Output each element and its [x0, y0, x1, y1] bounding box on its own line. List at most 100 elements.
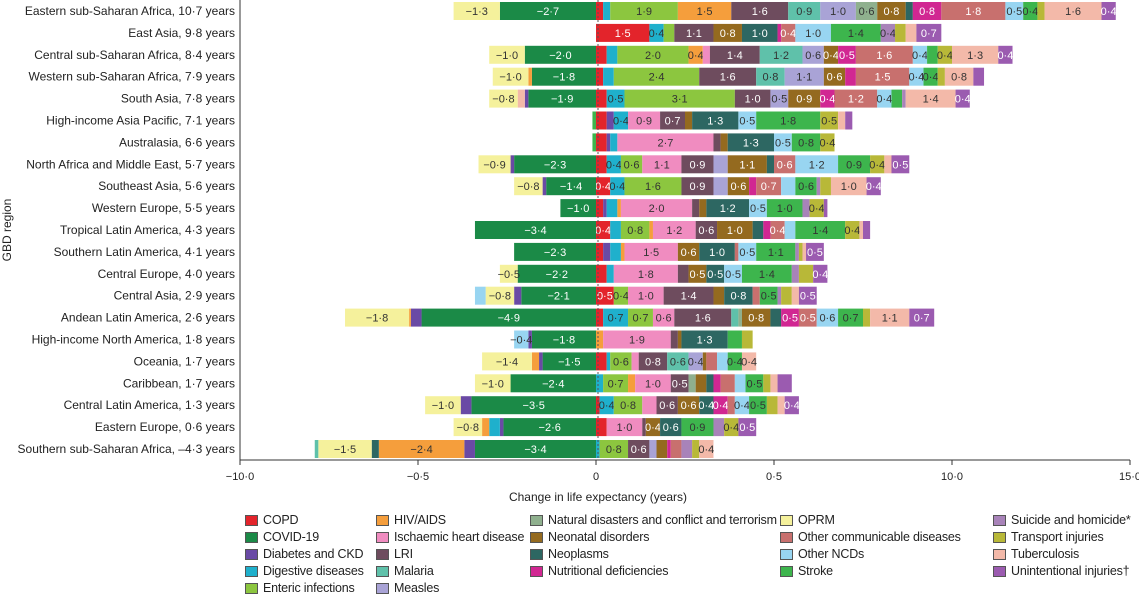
segment-diab	[460, 396, 472, 415]
segment-label: 0·5	[608, 94, 624, 106]
segment-copd	[596, 221, 611, 239]
segment-lri	[674, 23, 714, 42]
segment-label: −3·5	[523, 400, 545, 412]
segment-label: 0·7	[608, 378, 624, 390]
segment-diab	[542, 177, 547, 196]
region-label: East Asia, 9·8 years	[128, 26, 235, 40]
segment-ihd	[617, 133, 714, 152]
segment-label: −2·4	[410, 444, 432, 456]
segment-diab	[603, 242, 611, 261]
segment-lri	[709, 45, 760, 64]
bar-row: Oceania, 1·7 years 0·6 0·8 0·6 0·4 0·40·4−1·5…	[134, 352, 757, 371]
segment-tb	[741, 352, 757, 371]
segment-label: 0·6	[613, 356, 629, 368]
segment-label: 0·5	[839, 50, 855, 62]
segment-lri	[628, 440, 650, 458]
segment-lri	[642, 418, 646, 437]
segment-tra	[863, 308, 871, 327]
segment-label: 0·4	[812, 269, 828, 281]
segment-label: 1·2	[666, 225, 682, 237]
segment-nplm	[706, 374, 714, 393]
segment-label: 0·5	[746, 378, 762, 390]
bar-row: Western Europe, 5·5 years 2·0 1·2 0·5 1·0 0·4…	[92, 199, 828, 218]
segment-ihd	[635, 374, 671, 393]
segment-oprm	[345, 308, 410, 327]
segment-ihd	[642, 155, 682, 174]
segment-label: 0·4	[727, 356, 743, 368]
segment-label: 0·4	[912, 50, 928, 62]
legend-swatch	[245, 548, 258, 560]
segment-label: 0·8	[798, 137, 814, 149]
segment-lri	[677, 264, 689, 283]
segment-label: 1·0	[709, 247, 725, 259]
segment-tra	[820, 111, 839, 130]
segment-covid	[471, 396, 596, 415]
segment-label: 0·5	[690, 269, 706, 281]
legend-label: Diabetes and CKD	[263, 547, 364, 561]
segment-label: 0·9	[690, 159, 706, 171]
segment-mea	[688, 352, 703, 371]
segment-nplm	[766, 155, 774, 174]
segment-oprm	[492, 67, 529, 86]
segment-label: 1·6	[876, 50, 892, 62]
segment-oncd	[514, 330, 529, 349]
segment-label: −2·4	[542, 378, 564, 390]
segment-label: 0·4	[770, 225, 786, 237]
segment-label: 1·4	[681, 291, 697, 303]
segment-ent	[603, 374, 629, 393]
segment-tra	[937, 67, 945, 86]
legend-item-nat: Natural disasters and conflict and terro…	[530, 513, 777, 527]
segment-tb	[944, 67, 974, 86]
segment-str	[756, 242, 796, 261]
segment-label: 1·3	[697, 335, 713, 347]
segment-oprm	[453, 2, 500, 20]
segment-tb	[1044, 2, 1102, 20]
segment-ocd	[752, 286, 760, 305]
segment-diab	[499, 418, 504, 437]
segment-uni	[909, 308, 935, 327]
segment-label: 0·7	[761, 181, 777, 193]
segment-label: 1·4	[848, 28, 864, 40]
segment-ent	[610, 352, 632, 371]
segment-ihd	[652, 308, 675, 327]
segment-ocd	[781, 23, 796, 42]
segment-tb	[859, 221, 863, 239]
segment-diab	[539, 352, 543, 371]
segment-sui	[880, 23, 896, 42]
legend-label: Stroke	[798, 564, 833, 578]
segment-label: 0·6	[730, 181, 746, 193]
segment-uni	[813, 264, 828, 283]
legend-swatch	[993, 548, 1006, 560]
region-label: Western sub-Saharan Africa, 7·9 years	[28, 70, 235, 84]
segment-hiv	[649, 221, 653, 239]
segment-neon	[823, 45, 839, 64]
segment-label: 0·4	[613, 291, 629, 303]
segment-neon	[727, 155, 767, 174]
segment-ocd	[855, 45, 913, 64]
segment-label: −1·8	[366, 313, 388, 325]
segment-nut	[781, 308, 799, 327]
segment-label: 1·9	[629, 335, 645, 347]
segment-nut	[912, 2, 942, 20]
segment-neon	[823, 67, 846, 86]
segment-tra	[820, 133, 835, 152]
segment-label: 0·6	[624, 159, 640, 171]
segment-label: 0·4	[606, 159, 622, 171]
region-label: Southern Latin America, 4·1 years	[54, 245, 235, 259]
legend-swatch	[245, 565, 258, 577]
legend-item-oncd: Other NCDs	[780, 547, 864, 561]
segment-oncd	[749, 199, 767, 218]
segment-label: 0·5	[800, 291, 816, 303]
segment-label: 0·8	[730, 291, 746, 303]
bar-row: East Asia, 9·8 years 1·5 0·4 1·1 0·8 1·0 0·4 1·…	[128, 23, 942, 42]
segment-diab	[464, 440, 475, 458]
segment-label: 0·5	[1006, 6, 1022, 18]
segment-tra	[820, 177, 831, 196]
segment-tra	[766, 396, 778, 415]
segment-str	[592, 111, 596, 130]
segment-covid	[514, 155, 596, 174]
segment-nat	[855, 2, 878, 20]
segment-ent	[624, 89, 735, 108]
segment-label: 0·8	[627, 225, 643, 237]
segment-dig	[489, 418, 500, 437]
